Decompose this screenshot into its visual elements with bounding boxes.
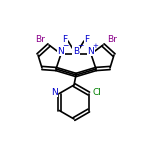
Text: −: − bbox=[62, 41, 68, 50]
Text: N: N bbox=[51, 88, 58, 97]
Text: F: F bbox=[62, 36, 67, 45]
Text: −: − bbox=[77, 41, 83, 50]
Text: F: F bbox=[85, 36, 90, 45]
Text: Br: Br bbox=[107, 36, 117, 45]
Text: N: N bbox=[58, 47, 64, 55]
Text: Br: Br bbox=[35, 36, 45, 45]
Text: N: N bbox=[88, 47, 94, 55]
Text: B: B bbox=[73, 47, 79, 55]
Text: Cl: Cl bbox=[92, 88, 101, 97]
Text: +: + bbox=[92, 43, 98, 49]
